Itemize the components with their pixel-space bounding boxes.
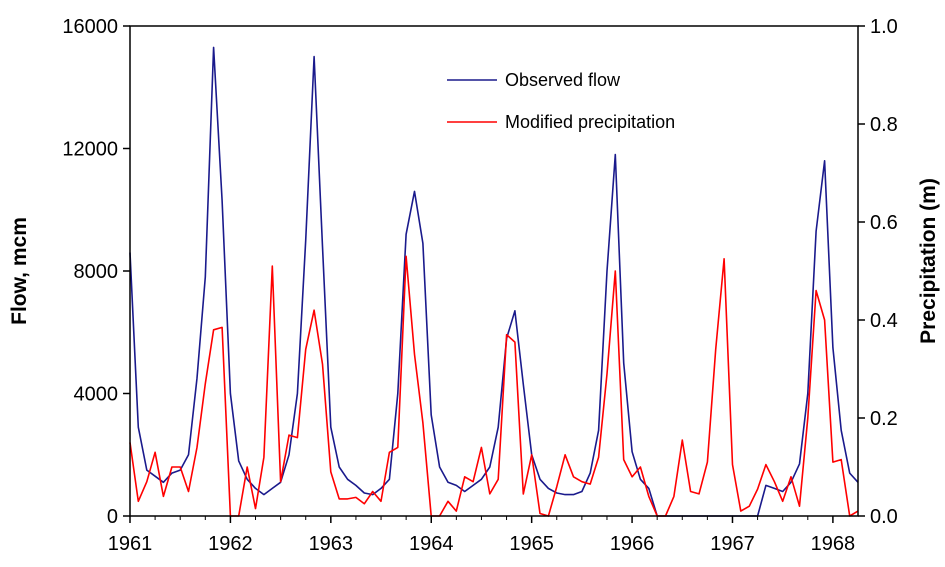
series-layer [129,46,859,517]
x-tick-label: 1961 [108,533,153,555]
legend: Observed flow Modified precipitation [447,70,675,132]
series-line-observed-flow [129,46,859,517]
y-tick-label: 8000 [74,261,119,283]
series-line-modified-precipitation [129,255,859,517]
legend-label-observed-flow: Observed flow [505,70,621,90]
y2-tick-label: 0.8 [870,114,898,136]
axis-layer: 1961 1962 1963 1964 1965 1966 1967 1968 0 4000 800… [62,16,897,555]
x-tick-label: 1962 [208,533,253,555]
y2-tick-label: 0.2 [870,408,898,430]
y2-axis-title: Precipitation (m) [917,178,940,344]
y2-tick-label: 0.6 [870,212,898,234]
y-axis-title: Flow, mcm [8,217,31,325]
y-tick-label: 12000 [62,139,118,161]
x-tick-label: 1964 [409,533,454,555]
x-tick-label: 1966 [610,533,655,555]
y-tick-label: 4000 [74,384,119,406]
y-tick-label: 16000 [62,16,118,38]
plot-area-frame [129,25,859,517]
legend-label-modified-precipitation: Modified precipitation [505,112,675,132]
y2-tick-label: 0.0 [870,506,898,528]
x-tick-label: 1968 [811,533,856,555]
x-tick-label: 1965 [509,533,554,555]
x-tick-label: 1963 [309,533,354,555]
y2-tick-label: 0.4 [870,310,898,332]
x-tick-label: 1967 [710,533,755,555]
y2-tick-label: 1.0 [870,16,898,38]
y-tick-label: 0 [107,506,118,528]
